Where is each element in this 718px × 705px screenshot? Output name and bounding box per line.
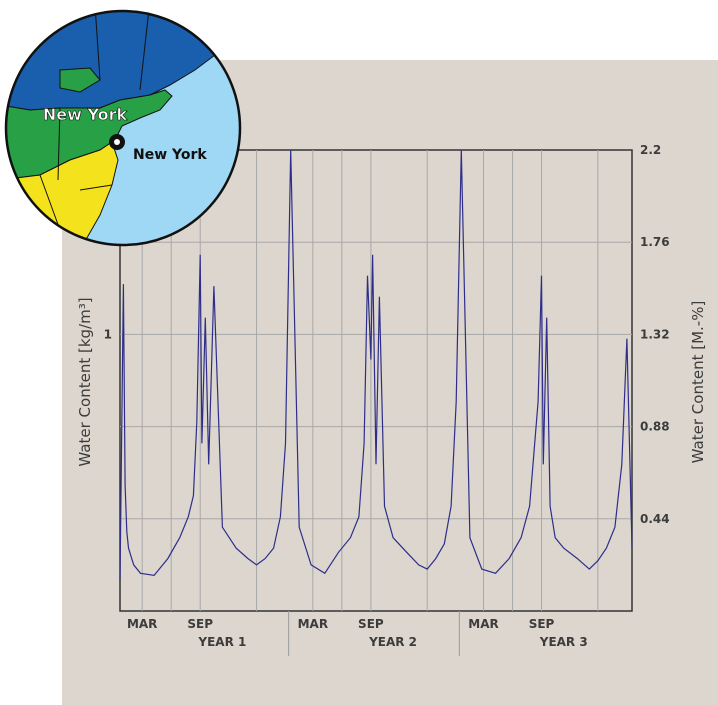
right-tick-label: 0.44 (640, 512, 670, 526)
month-tick-label: MAR (127, 617, 157, 631)
map-state-borders (39, 11, 151, 231)
city-marker-dot (114, 139, 120, 145)
year-dividers (288, 611, 460, 656)
right-axis-title: Water Content [M.-%] (689, 301, 707, 464)
month-tick-label: MAR (468, 617, 498, 631)
series-line (119, 149, 633, 580)
map-border (4, 9, 242, 247)
right-tick-label: 1.76 (640, 235, 670, 249)
left-tick-label: 1 (104, 327, 112, 341)
month-tick-label: SEP (187, 617, 213, 631)
year-label: YEAR 3 (539, 635, 588, 649)
month-tick-label: SEP (358, 617, 384, 631)
right-tick-label: 1.32 (640, 327, 670, 341)
plot-frame (119, 149, 633, 612)
inset-map: New York New York (4, 9, 242, 247)
year-labels: YEAR 1 YEAR 2 YEAR 3 (197, 635, 587, 649)
year-label: YEAR 1 (197, 635, 246, 649)
right-tick-label: 2.2 (640, 143, 661, 157)
right-tick-labels: 0.44 0.88 1.32 1.76 2.2 (640, 143, 670, 526)
city-label: New York (133, 147, 207, 163)
month-tick-label: SEP (529, 617, 555, 631)
region-label: New York (43, 105, 128, 124)
month-tick-label: MAR (298, 617, 328, 631)
right-tick-label: 0.88 (640, 420, 670, 434)
left-axis-title: Water Content [kg/m³] (76, 297, 94, 466)
year-label: YEAR 2 (368, 635, 417, 649)
month-tick-labels: MAR SEP MAR SEP MAR SEP (127, 617, 555, 631)
left-tick-labels: 1 (104, 327, 112, 341)
map-region-green-patch (59, 67, 101, 93)
grid-lines (120, 150, 632, 611)
